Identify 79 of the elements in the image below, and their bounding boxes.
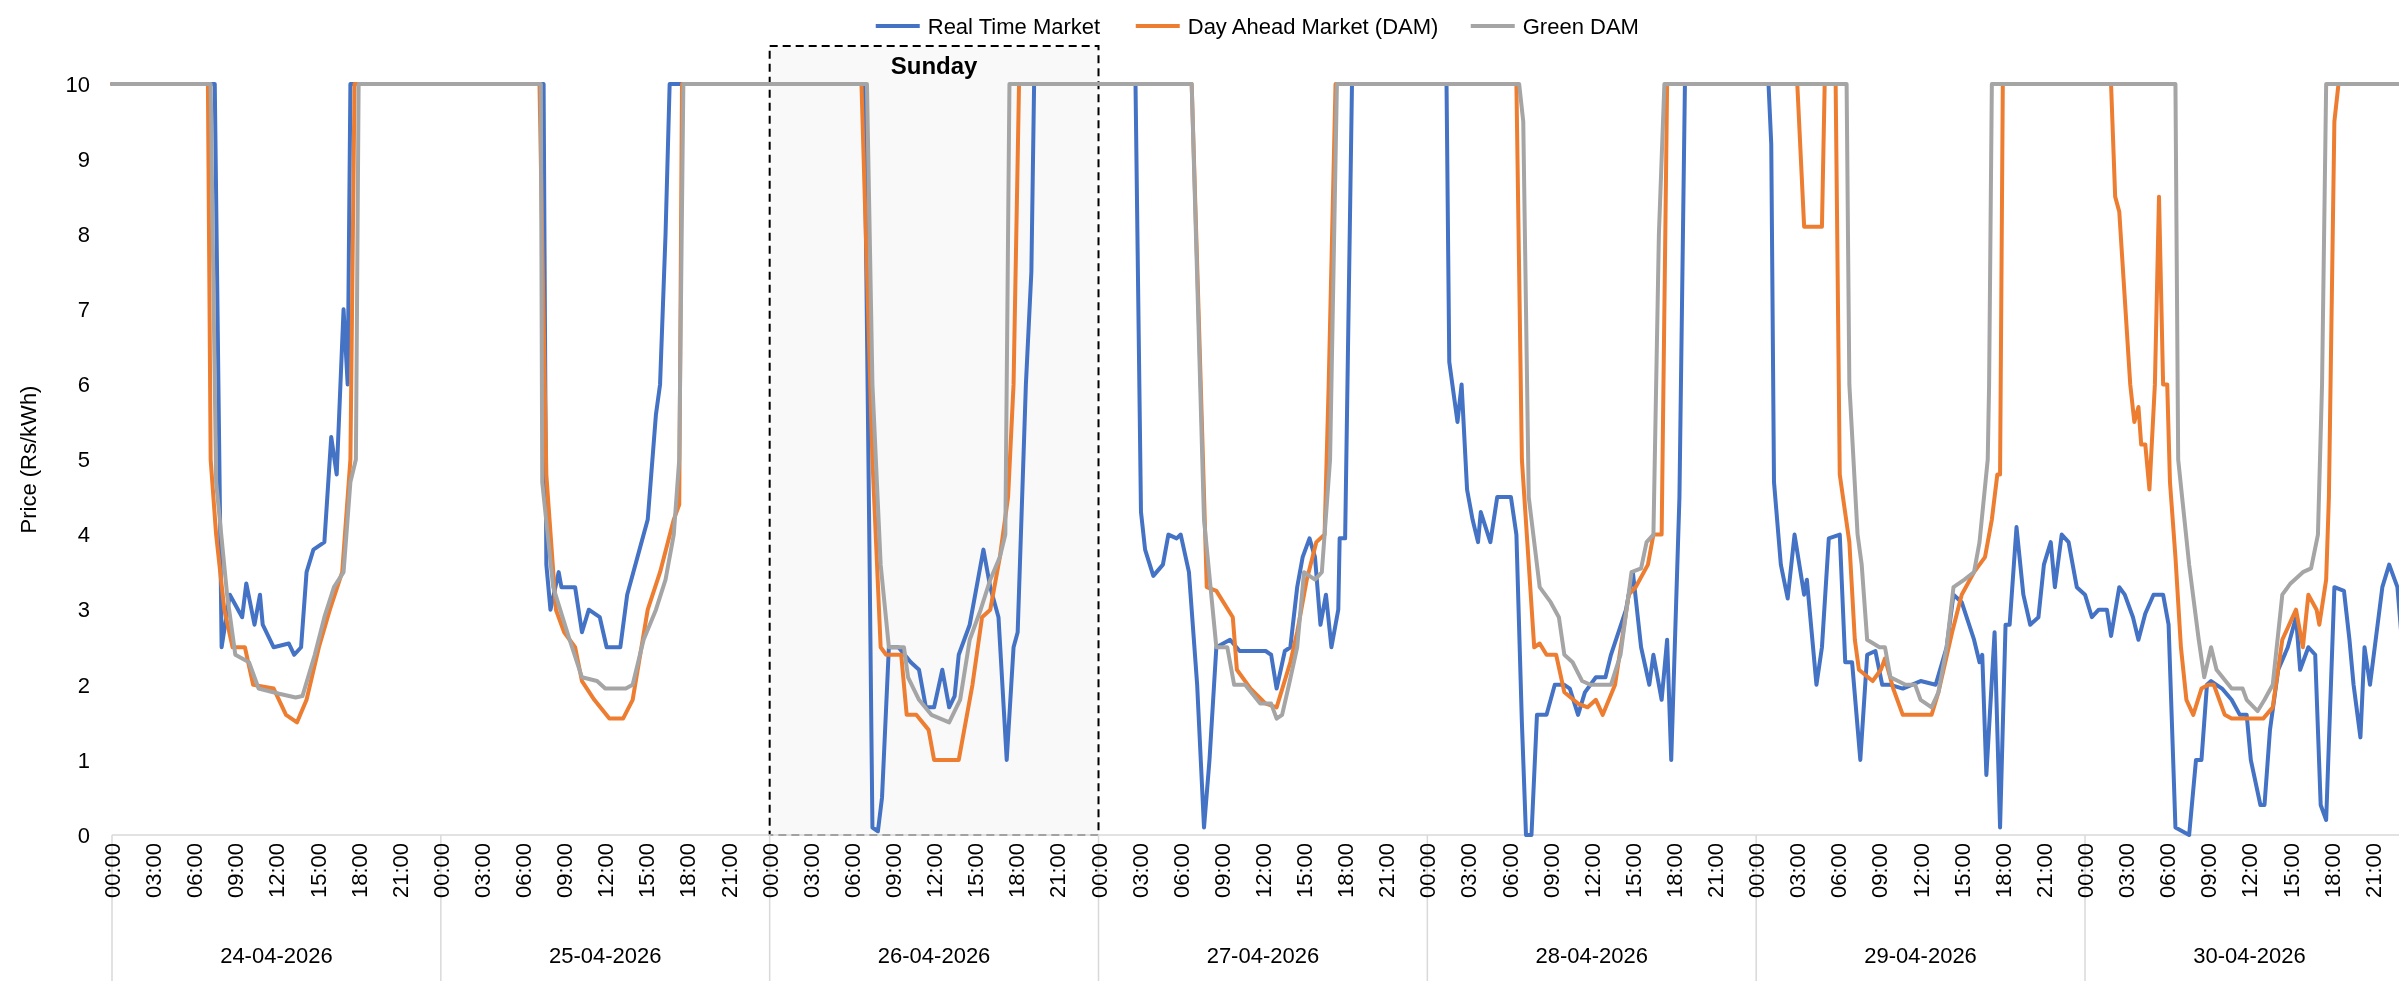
x-tick-label: 18:00 bbox=[346, 843, 372, 899]
x-tick-label: 03:00 bbox=[2114, 843, 2140, 899]
band-label: Sunday bbox=[890, 52, 979, 79]
legend-label: Green DAM bbox=[1522, 13, 1639, 39]
x-tick-label: 21:00 bbox=[716, 843, 742, 899]
x-tick-label: 06:00 bbox=[182, 843, 208, 899]
text: 27-04-2026 bbox=[1206, 943, 1320, 968]
x-tick-label: 09:00 bbox=[1538, 843, 1564, 899]
x-tick-label: 18:00 bbox=[2319, 843, 2345, 899]
y-tick-label: 4 bbox=[77, 522, 90, 548]
text: 26-04-2026 bbox=[877, 943, 991, 968]
x-tick-label: 18:00 bbox=[1004, 843, 1030, 899]
x-tick-label: 21:00 bbox=[1703, 843, 1729, 899]
x-tick-label: 09:00 bbox=[552, 843, 578, 899]
x-tick-label: 06:00 bbox=[1826, 843, 1852, 899]
x-tick-label: 12:00 bbox=[922, 843, 948, 899]
x-tick-label: 09:00 bbox=[223, 843, 249, 899]
x-tick-label: 06:00 bbox=[511, 843, 537, 899]
text: 24-04-2026 bbox=[220, 943, 333, 968]
x-tick-label: 12:00 bbox=[2237, 843, 2263, 899]
x-tick-label: 15:00 bbox=[634, 843, 660, 899]
y-tick-label: 8 bbox=[77, 221, 90, 247]
y-tick-label: 1 bbox=[77, 747, 90, 773]
x-tick-label: 03:00 bbox=[1785, 843, 1811, 899]
y-tick-label: 3 bbox=[77, 597, 90, 623]
x-tick-label: 09:00 bbox=[1209, 843, 1235, 899]
x-tick-label: 12:00 bbox=[1579, 843, 1605, 899]
y-tick-label: 0 bbox=[77, 822, 90, 848]
x-tick-label: 00:00 bbox=[100, 843, 125, 899]
x-tick-label: 15:00 bbox=[1620, 843, 1646, 899]
x-tick-label: 00:00 bbox=[2073, 843, 2099, 899]
x-tick-label: 12:00 bbox=[1908, 843, 1934, 899]
x-tick-label: 03:00 bbox=[141, 843, 167, 899]
x-tick-label: 18:00 bbox=[1990, 843, 2016, 899]
x-tick-label: 21:00 bbox=[1045, 843, 1071, 899]
text: 25-04-2026 bbox=[548, 943, 662, 968]
x-tick-label: 00:00 bbox=[1415, 843, 1441, 899]
y-tick-label: 9 bbox=[77, 146, 90, 172]
y-tick-label: 10 bbox=[65, 71, 90, 97]
x-tick-label: 15:00 bbox=[1949, 843, 1975, 899]
x-tick-label: 09:00 bbox=[880, 843, 906, 899]
x-tick-label: 03:00 bbox=[1456, 843, 1482, 899]
x-tick-label: 09:00 bbox=[1867, 843, 1893, 899]
text: 29-04-2026 bbox=[1864, 943, 1977, 968]
x-tick-label: 03:00 bbox=[1127, 843, 1153, 899]
x-tick-label: 00:00 bbox=[1086, 843, 1112, 899]
x-tick-label: 21:00 bbox=[1374, 843, 1400, 899]
x-tick-label: 21:00 bbox=[387, 843, 413, 899]
x-tick-label: 00:00 bbox=[757, 843, 783, 899]
x-tick-label: 18:00 bbox=[675, 843, 701, 899]
x-tick-label: 21:00 bbox=[2360, 843, 2386, 899]
y-tick-label: 6 bbox=[77, 372, 90, 398]
y-tick-label: 7 bbox=[77, 297, 90, 322]
x-tick-label: 03:00 bbox=[469, 843, 495, 899]
legend-label: Real Time Market bbox=[927, 13, 1101, 39]
x-tick-label: 15:00 bbox=[2278, 843, 2304, 899]
x-tick-label: 18:00 bbox=[1661, 843, 1687, 899]
text: 30-04-2026 bbox=[2193, 943, 2306, 968]
y-tick-label: 5 bbox=[77, 447, 90, 473]
x-tick-label: 15:00 bbox=[963, 843, 989, 899]
x-tick-label: 15:00 bbox=[305, 843, 331, 899]
x-tick-label: 03:00 bbox=[798, 843, 824, 899]
text: 28-04-2026 bbox=[1535, 943, 1649, 968]
legend-label: Day Ahead Market (DAM) bbox=[1187, 13, 1439, 39]
x-tick-label: 06:00 bbox=[1497, 843, 1523, 899]
x-tick-label: 18:00 bbox=[1333, 843, 1359, 899]
x-tick-label: 12:00 bbox=[593, 843, 619, 899]
x-tick-label: 06:00 bbox=[839, 843, 865, 899]
x-tick-label: 09:00 bbox=[2196, 843, 2222, 899]
x-tick-label: 06:00 bbox=[1168, 843, 1194, 899]
y-tick-label: 2 bbox=[77, 672, 90, 698]
x-tick-label: 21:00 bbox=[2031, 843, 2057, 899]
x-tick-label: 00:00 bbox=[1744, 843, 1770, 899]
x-tick-label: 00:00 bbox=[428, 843, 454, 899]
x-tick-label: 15:00 bbox=[1292, 843, 1318, 899]
x-tick-label: 12:00 bbox=[1250, 843, 1276, 899]
x-tick-label: 12:00 bbox=[264, 843, 290, 899]
y-axis-title: Price (Rs/kWh) bbox=[16, 385, 41, 534]
x-tick-label: 06:00 bbox=[2155, 843, 2181, 899]
